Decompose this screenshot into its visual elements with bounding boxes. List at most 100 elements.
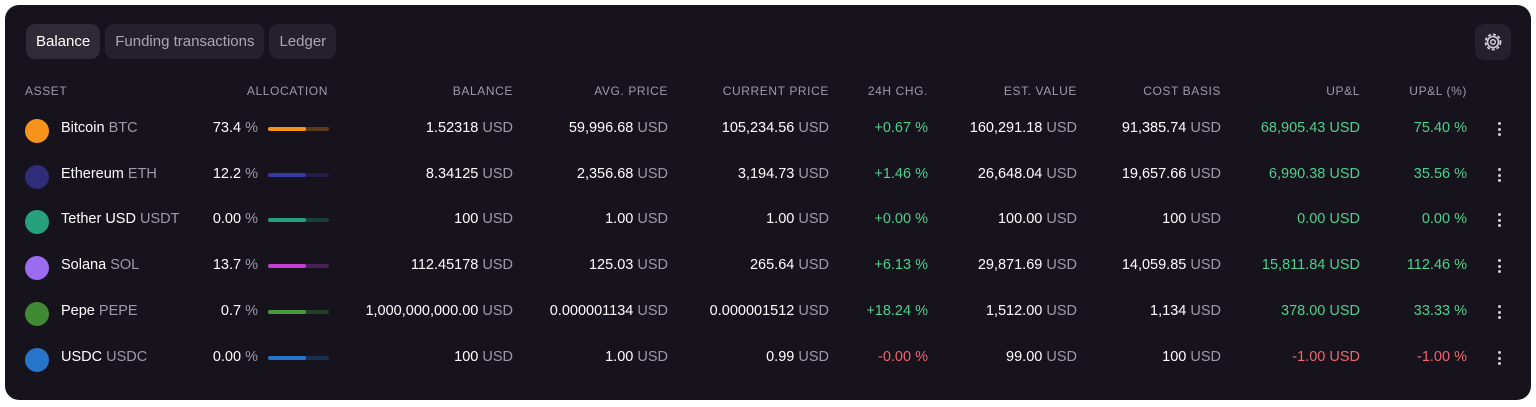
upl-cell: 15,811.84 USD: [1262, 255, 1360, 275]
cell-value: 1.00: [605, 211, 634, 227]
cell-value: 0.000001134: [549, 303, 634, 319]
cell-value: 160,291.18: [969, 120, 1043, 136]
cost-basis-cell: 100 USD: [1162, 209, 1221, 229]
cell-value: 112.45178: [410, 257, 479, 273]
asset-icon: [25, 256, 49, 280]
upl-cell: 378.00 USD: [1281, 301, 1360, 321]
avg-price-cell: 2,356.68 USD: [577, 164, 668, 184]
column-header: ASSET: [25, 84, 68, 98]
asset-cell: Solana SOL: [61, 255, 139, 275]
cell-value: 0.00 %: [1421, 211, 1467, 227]
cell-value: 0.7: [220, 303, 242, 319]
cell-value: 29,871.69: [977, 257, 1043, 273]
cell-value: 99.00: [1006, 349, 1043, 365]
row-menu[interactable]: [1498, 351, 1502, 368]
row-menu[interactable]: [1498, 168, 1502, 185]
change-cell: +0.00 %: [874, 209, 928, 229]
cell-value: -0.00 %: [878, 349, 928, 365]
asset-symbol: BTC: [108, 120, 138, 136]
cell-value: 33.33 %: [1413, 303, 1467, 319]
balance-cell: 1,000,000,000.00 USD: [365, 301, 513, 321]
upl-cell: 0.00 USD: [1297, 209, 1360, 229]
cell-unit: %: [245, 211, 258, 227]
asset-icon: [25, 119, 49, 143]
cell-unit: USD: [1190, 211, 1221, 227]
cell-value: 14,059.85: [1121, 257, 1187, 273]
est-value-cell: 100.00 USD: [998, 209, 1077, 229]
cell-value: 73.4: [212, 120, 242, 136]
cell-unit: USD: [1190, 303, 1221, 319]
asset-cell: Ethereum ETH: [61, 164, 157, 184]
upl-cell: 68,905.43 USD: [1261, 118, 1360, 138]
asset-symbol: ETH: [127, 166, 157, 182]
tab[interactable]: Ledger: [269, 24, 337, 59]
cell-value: 265.64: [749, 257, 795, 273]
column-header: AVG. PRICE: [594, 84, 668, 98]
cell-unit: USD: [1046, 166, 1077, 182]
balance-cell: 112.45178 USD: [411, 255, 513, 275]
cell-unit: USD: [1190, 257, 1221, 273]
balance-cell: 1.52318 USD: [426, 118, 513, 138]
cell-value: 2,356.68: [576, 166, 634, 182]
cell-unit: USD: [637, 303, 668, 319]
cell-value: 1.52318: [425, 120, 479, 136]
cell-value: +6.13 %: [874, 257, 928, 273]
cell-unit: %: [245, 257, 258, 273]
cell-unit: USD: [798, 211, 829, 227]
cell-value: +0.67 %: [874, 120, 928, 136]
column-header: EST. VALUE: [1003, 84, 1077, 98]
tab[interactable]: Funding transactions: [105, 24, 265, 59]
asset-name: Pepe: [61, 303, 95, 319]
cost-basis-cell: 14,059.85 USD: [1122, 255, 1221, 275]
cell-unit: USD: [1046, 257, 1077, 273]
row-menu[interactable]: [1498, 122, 1502, 139]
asset-symbol: SOL: [110, 257, 140, 273]
balance-cell: 100 USD: [454, 347, 513, 367]
allocation-bar: [268, 310, 306, 314]
asset-symbol: USDC: [106, 349, 148, 365]
cell-value: 100.00: [997, 211, 1043, 227]
change-cell: +18.24 %: [866, 301, 928, 321]
tab[interactable]: Balance: [26, 24, 101, 59]
cost-basis-cell: 100 USD: [1162, 347, 1221, 367]
cell-unit: USD: [1046, 120, 1077, 136]
balance-cell: 8.34125 USD: [426, 164, 513, 184]
row-menu[interactable]: [1498, 213, 1502, 230]
column-header: UP&L: [1326, 84, 1360, 98]
cell-unit: USD: [1046, 211, 1077, 227]
cell-unit: USD: [482, 303, 513, 319]
cell-value: 26,648.04: [977, 166, 1043, 182]
cell-value: -1.00 USD: [1292, 349, 1360, 365]
upl-pct-cell: -1.00 %: [1417, 347, 1467, 367]
current-price-cell: 3,194.73 USD: [738, 164, 829, 184]
cell-value: +0.00 %: [874, 211, 928, 227]
cell-unit: USD: [637, 349, 668, 365]
cell-value: 0.99: [766, 349, 795, 365]
asset-name: USDC: [61, 349, 103, 365]
asset-name: Bitcoin: [61, 120, 105, 136]
cell-value: +1.46 %: [874, 166, 928, 182]
current-price-cell: 0.99 USD: [766, 347, 829, 367]
upl-pct-cell: 35.56 %: [1414, 164, 1467, 184]
upl-pct-cell: 75.40 %: [1414, 118, 1467, 138]
asset-name: Tether USD: [61, 211, 136, 227]
row-menu[interactable]: [1498, 305, 1502, 322]
current-price-cell: 265.64 USD: [750, 255, 829, 275]
allocation-cell: 0.00 %: [213, 209, 258, 229]
allocation-bar: [268, 356, 306, 360]
balance-card: Balance Funding transactions Ledger ASSET AL…: [5, 5, 1531, 400]
est-value-cell: 99.00 USD: [1006, 347, 1077, 367]
cell-value: 378.00 USD: [1281, 303, 1360, 319]
cell-value: 12.2: [212, 166, 242, 182]
cell-unit: USD: [482, 257, 513, 273]
cell-unit: USD: [482, 166, 513, 182]
allocation-cell: 0.00 %: [213, 347, 258, 367]
est-value-cell: 29,871.69 USD: [978, 255, 1077, 275]
asset-cell: Pepe PEPE: [61, 301, 138, 321]
change-cell: +0.67 %: [874, 118, 928, 138]
est-value-cell: 1,512.00 USD: [986, 301, 1077, 321]
cell-unit: %: [245, 120, 258, 136]
settings-button[interactable]: [1475, 24, 1511, 60]
row-menu[interactable]: [1498, 259, 1502, 276]
avg-price-cell: 59,996.68 USD: [569, 118, 668, 138]
